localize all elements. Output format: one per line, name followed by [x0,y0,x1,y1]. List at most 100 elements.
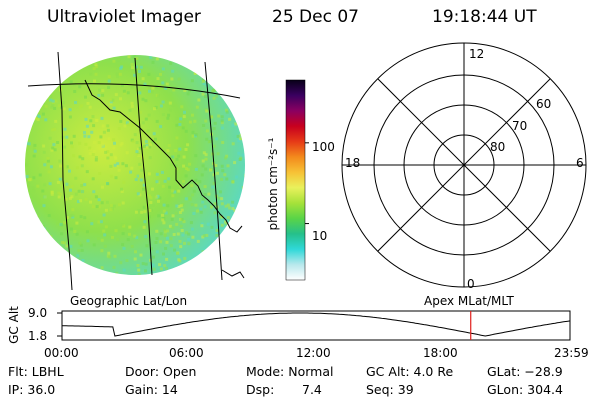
globe-pixel [227,55,231,59]
globe-pixel [161,184,165,188]
globe-pixel [224,220,227,224]
globe-pixel [180,229,184,232]
globe-pixel [29,258,33,262]
globe-pixel [176,232,180,236]
globe-pixel [196,239,200,243]
globe-pixel [58,177,62,181]
globe-pixel [243,78,245,82]
globe-pixel [60,241,64,244]
globe-pixel [68,196,72,200]
globe-pixel [130,63,134,66]
globe-pixel [179,204,183,208]
globe-pixel [25,116,29,120]
globe-pixel [159,72,162,76]
globe-pixel [123,91,127,95]
globe-pixel [193,119,197,123]
colorbar-unit-label: photon cm⁻²s⁻¹ [266,137,280,231]
globe-pixel [141,77,145,81]
globe-pixel [29,177,33,181]
globe-pixel [187,237,191,241]
globe-pixel [231,180,235,184]
globe-pixel [187,242,191,246]
globe-pixel [131,66,135,70]
globe-pixel [220,164,224,168]
globe-pixel [158,196,162,200]
globe-pixel [91,115,95,119]
globe-pixel [133,73,137,77]
globe-pixel [239,156,243,160]
info-glon: GLon: 304.4 [487,382,563,397]
globe-pixel [178,123,182,126]
globe-pixel [175,117,179,121]
globe-pixel [83,216,87,220]
globe-pixel [110,204,113,208]
globe-pixel [155,180,159,184]
globe-pixel [244,99,245,103]
globe-pixel [196,209,199,213]
globe-pixel [39,240,43,244]
globe-pixel [88,152,92,156]
globe-pixel [241,233,245,237]
globe-pixel [129,170,133,174]
globe-pixel [80,248,84,252]
globe-pixel [131,139,135,143]
globe-pixel [194,203,198,207]
globe-pixel [95,118,99,122]
globe-pixel [135,174,139,178]
globe-pixel [147,172,151,176]
globe-pixel [187,232,191,236]
globe-pixel [80,164,84,168]
globe-pixel [242,257,245,261]
globe-pixel [210,115,214,119]
globe-pixel [99,135,103,139]
globe-pixel [36,224,40,228]
globe-pixel [211,251,215,255]
globe-pixel [169,108,172,112]
globe-pixel [177,77,181,81]
globe-pixel [201,200,205,204]
globe-pixel [103,233,107,237]
globe-pixel [162,252,165,256]
globe-pixel [169,244,173,248]
globe-pixel [71,215,75,219]
globe-pixel [60,223,64,227]
globe-pixel [240,74,244,78]
globe-pixel [92,243,96,247]
globe-pixel [162,221,166,225]
globe-pixel [190,203,194,207]
globe-pixel [51,69,55,73]
globe-pixel [70,67,74,71]
globe-pixel [25,141,29,145]
info-mode: Mode: Normal [246,364,334,379]
globe-pixel [157,214,161,218]
globe-pixel [146,129,150,133]
globe-pixel [168,224,172,228]
globe-pixel [170,77,174,81]
globe-pixel [175,204,179,208]
globe-pixel [218,190,222,194]
globe-pixel [123,124,127,128]
globe-pixel [25,257,28,261]
globe-pixel [126,91,130,95]
globe-pixel [34,224,38,227]
globe-pixel [65,268,69,272]
globe-pixel [86,239,90,243]
image-date: 25 Dec 07 [272,7,359,27]
info-door: Door: Open [125,364,197,379]
globe-pixel [201,159,205,163]
globe-pixel [112,146,116,150]
globe-pixel [68,115,72,119]
globe-pixel [194,154,198,158]
polar-lat-80: 80 [490,140,506,154]
globe-pixel [172,233,176,236]
globe-pixel [25,163,29,167]
globe-pixel [43,76,46,80]
globe-pixel [155,237,159,241]
globe-pixel [97,220,101,224]
globe-pixel [175,123,179,127]
globe-pixel [161,113,165,116]
info-gc-alt: GC Alt: 4.0 Re [366,364,454,379]
globe-pixel [152,203,155,207]
globe-pixel [233,209,237,212]
globe-pixel [157,94,160,98]
